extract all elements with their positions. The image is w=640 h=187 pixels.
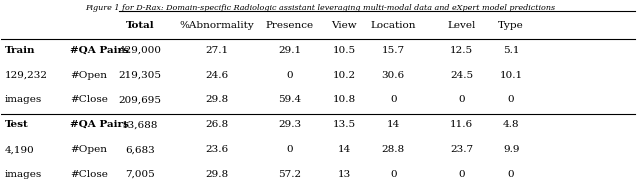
Text: 29.8: 29.8 [205, 95, 228, 105]
Text: 0: 0 [508, 170, 515, 179]
Text: 0: 0 [508, 95, 515, 105]
Text: 13,688: 13,688 [122, 120, 159, 129]
Text: Level: Level [447, 21, 476, 30]
Text: 24.6: 24.6 [205, 70, 228, 80]
Text: #Open: #Open [70, 145, 108, 154]
Text: 6,683: 6,683 [125, 145, 155, 154]
Text: 9.9: 9.9 [503, 145, 520, 154]
Text: 5.1: 5.1 [503, 46, 520, 55]
Text: 10.2: 10.2 [333, 70, 356, 80]
Text: images: images [4, 170, 42, 179]
Text: 0: 0 [390, 95, 397, 105]
Text: 14: 14 [337, 145, 351, 154]
Text: 7,005: 7,005 [125, 170, 155, 179]
Text: 10.8: 10.8 [333, 95, 356, 105]
Text: #Close: #Close [70, 95, 108, 105]
Text: #Close: #Close [70, 170, 108, 179]
Text: 0: 0 [458, 170, 465, 179]
Text: 13: 13 [337, 170, 351, 179]
Text: Location: Location [371, 21, 416, 30]
Text: Figure 1 for D-Rax: Domain-specific Radiologic assistant leveraging multi-modal : Figure 1 for D-Rax: Domain-specific Radi… [85, 4, 555, 12]
Text: 14: 14 [387, 120, 400, 129]
Text: Presence: Presence [266, 21, 314, 30]
Text: 13.5: 13.5 [333, 120, 356, 129]
Text: images: images [4, 95, 42, 105]
Text: 0: 0 [286, 70, 292, 80]
Text: 129,232: 129,232 [4, 70, 47, 80]
Text: 29.1: 29.1 [278, 46, 301, 55]
Text: Type: Type [499, 21, 524, 30]
Text: #Open: #Open [70, 70, 108, 80]
Text: 219,305: 219,305 [119, 70, 162, 80]
Text: 4.8: 4.8 [503, 120, 520, 129]
Text: 4,190: 4,190 [4, 145, 35, 154]
Text: 24.5: 24.5 [450, 70, 473, 80]
Text: %Abnormality: %Abnormality [179, 21, 254, 30]
Text: #QA Pairs: #QA Pairs [70, 46, 129, 55]
Text: 0: 0 [390, 170, 397, 179]
Text: 209,695: 209,695 [119, 95, 162, 105]
Text: 30.6: 30.6 [381, 70, 405, 80]
Text: Total: Total [126, 21, 155, 30]
Text: 0: 0 [458, 95, 465, 105]
Text: 29.8: 29.8 [205, 170, 228, 179]
Text: 29.3: 29.3 [278, 120, 301, 129]
Text: 10.5: 10.5 [333, 46, 356, 55]
Text: 28.8: 28.8 [381, 145, 405, 154]
Text: Test: Test [4, 120, 28, 129]
Text: 23.7: 23.7 [450, 145, 473, 154]
Text: 57.2: 57.2 [278, 170, 301, 179]
Text: Train: Train [4, 46, 35, 55]
Text: #QA Pairs: #QA Pairs [70, 120, 129, 129]
Text: 23.6: 23.6 [205, 145, 228, 154]
Text: 26.8: 26.8 [205, 120, 228, 129]
Text: 27.1: 27.1 [205, 46, 228, 55]
Text: 10.1: 10.1 [500, 70, 523, 80]
Text: 429,000: 429,000 [119, 46, 162, 55]
Text: 0: 0 [286, 145, 292, 154]
Text: 59.4: 59.4 [278, 95, 301, 105]
Text: View: View [332, 21, 357, 30]
Text: 12.5: 12.5 [450, 46, 473, 55]
Text: 15.7: 15.7 [381, 46, 405, 55]
Text: 11.6: 11.6 [450, 120, 473, 129]
